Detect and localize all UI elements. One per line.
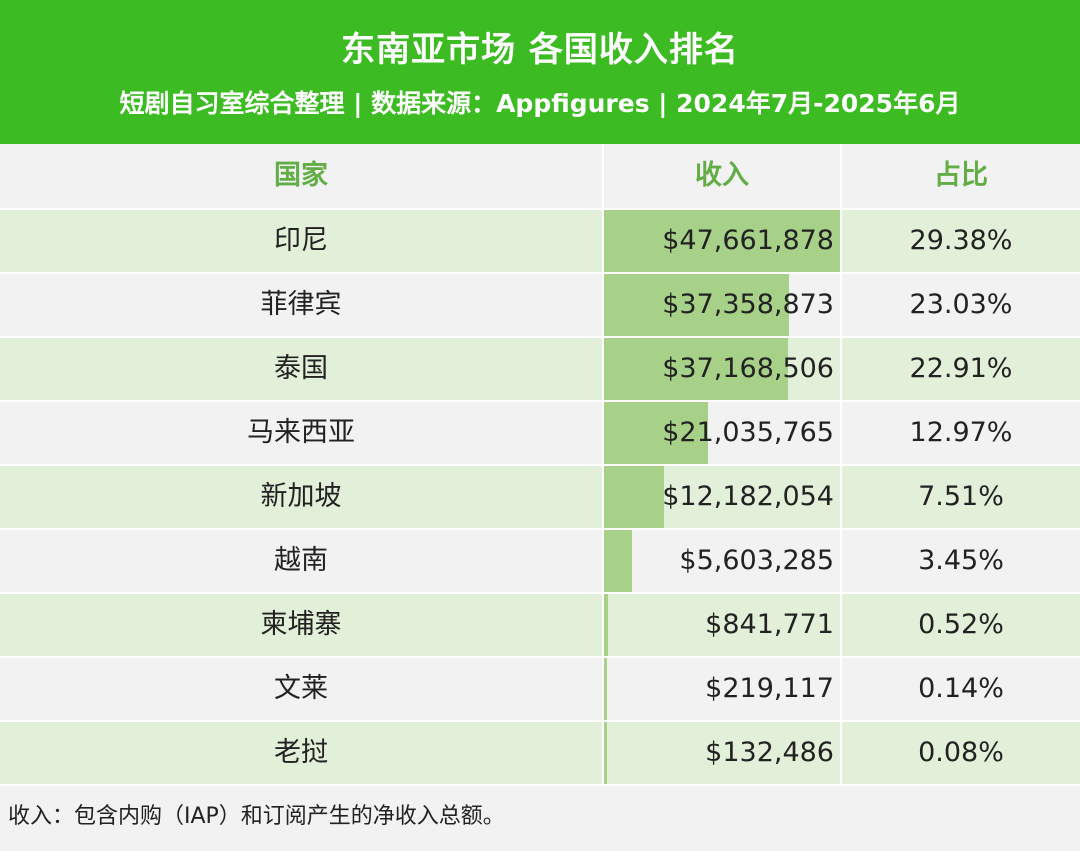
table-row: 老挝 $132,486 0.08%: [0, 722, 1080, 786]
revenue-bar: [604, 402, 708, 464]
share-cell: 23.03%: [909, 289, 1013, 320]
revenue-cell: $37,358,873: [604, 274, 840, 336]
table-row: 柬埔寨 $841,771 0.52%: [0, 594, 1080, 658]
revenue-cell: $47,661,878: [604, 210, 840, 272]
country-cell: 泰国: [274, 353, 328, 384]
country-cell: 老挝: [274, 737, 328, 768]
revenue-cell: $219,117: [604, 658, 840, 720]
revenue-cell: $841,771: [604, 594, 840, 656]
column-header-share: 占比: [934, 160, 988, 191]
share-cell: 12.97%: [909, 417, 1013, 448]
table-row: 印尼 $47,661,878 29.38%: [0, 210, 1080, 274]
column-divider: [602, 144, 604, 208]
revenue-bar: [604, 338, 788, 400]
column-divider: [840, 338, 842, 400]
chart-subtitle: 短剧自习室综合整理 | 数据来源：Appfigures | 2024年7月-20…: [119, 89, 961, 118]
country-cell: 菲律宾: [260, 289, 342, 320]
column-divider: [602, 722, 604, 784]
table-row: 马来西亚 $21,035,765 12.97%: [0, 402, 1080, 466]
share-cell: 0.52%: [918, 609, 1004, 640]
column-divider: [840, 402, 842, 464]
country-cell: 越南: [274, 545, 328, 576]
column-divider: [602, 466, 604, 528]
column-divider: [602, 338, 604, 400]
revenue-value: $132,486: [705, 737, 834, 768]
footer: 收入：包含内购（IAP）和订阅产生的净收入总额。: [0, 786, 1080, 851]
share-cell: 22.91%: [909, 353, 1013, 384]
share-cell: 0.08%: [918, 737, 1004, 768]
revenue-cell: $5,603,285: [604, 530, 840, 592]
revenue-bar: [604, 530, 632, 592]
column-divider: [602, 210, 604, 272]
revenue-cell: $132,486: [604, 722, 840, 784]
table-row: 新加坡 $12,182,054 7.51%: [0, 466, 1080, 530]
revenue-bar: [604, 210, 840, 272]
column-header-country: 国家: [274, 160, 328, 191]
share-cell: 29.38%: [909, 225, 1013, 256]
revenue-value: $5,603,285: [679, 545, 834, 576]
footnote: 收入：包含内购（IAP）和订阅产生的净收入总额。: [8, 804, 505, 829]
revenue-bar: [604, 466, 664, 528]
column-divider: [840, 594, 842, 656]
country-cell: 新加坡: [260, 481, 342, 512]
revenue-value: $219,117: [705, 673, 834, 704]
column-divider: [840, 658, 842, 720]
column-divider: [602, 402, 604, 464]
country-cell: 印尼: [274, 225, 328, 256]
column-divider: [840, 274, 842, 336]
column-divider: [602, 594, 604, 656]
table-row: 越南 $5,603,285 3.45%: [0, 530, 1080, 594]
column-divider: [840, 210, 842, 272]
country-cell: 柬埔寨: [260, 609, 342, 640]
revenue-bar: [604, 722, 607, 784]
share-cell: 7.51%: [918, 481, 1004, 512]
table-row: 文莱 $219,117 0.14%: [0, 658, 1080, 722]
revenue-value: $47,661,878: [662, 225, 834, 256]
revenue-value: $841,771: [705, 609, 834, 640]
revenue-cell: $37,168,506: [604, 338, 840, 400]
revenue-value: $37,168,506: [662, 353, 834, 384]
table-row: 菲律宾 $37,358,873 23.03%: [0, 274, 1080, 338]
revenue-cell: $12,182,054: [604, 466, 840, 528]
country-cell: 马来西亚: [247, 417, 355, 448]
share-cell: 3.45%: [918, 545, 1004, 576]
revenue-value: $21,035,765: [662, 417, 834, 448]
column-divider: [602, 658, 604, 720]
country-cell: 文莱: [274, 673, 328, 704]
column-divider: [602, 530, 604, 592]
column-divider: [840, 530, 842, 592]
share-cell: 0.14%: [918, 673, 1004, 704]
revenue-value: $12,182,054: [662, 481, 834, 512]
column-divider: [840, 144, 842, 208]
table-header-row: 国家 收入 占比: [0, 144, 1080, 210]
header-banner: 东南亚市场 各国收入排名 短剧自习室综合整理 | 数据来源：Appfigures…: [0, 0, 1080, 144]
column-divider: [840, 722, 842, 784]
revenue-cell: $21,035,765: [604, 402, 840, 464]
column-divider: [840, 466, 842, 528]
column-header-revenue: 收入: [695, 160, 749, 191]
revenue-bar: [604, 274, 789, 336]
chart-title: 东南亚市场 各国收入排名: [341, 30, 739, 70]
revenue-bar: [604, 658, 607, 720]
revenue-bar: [604, 594, 608, 656]
column-divider: [602, 274, 604, 336]
revenue-value: $37,358,873: [662, 289, 834, 320]
table-row: 泰国 $37,168,506 22.91%: [0, 338, 1080, 402]
